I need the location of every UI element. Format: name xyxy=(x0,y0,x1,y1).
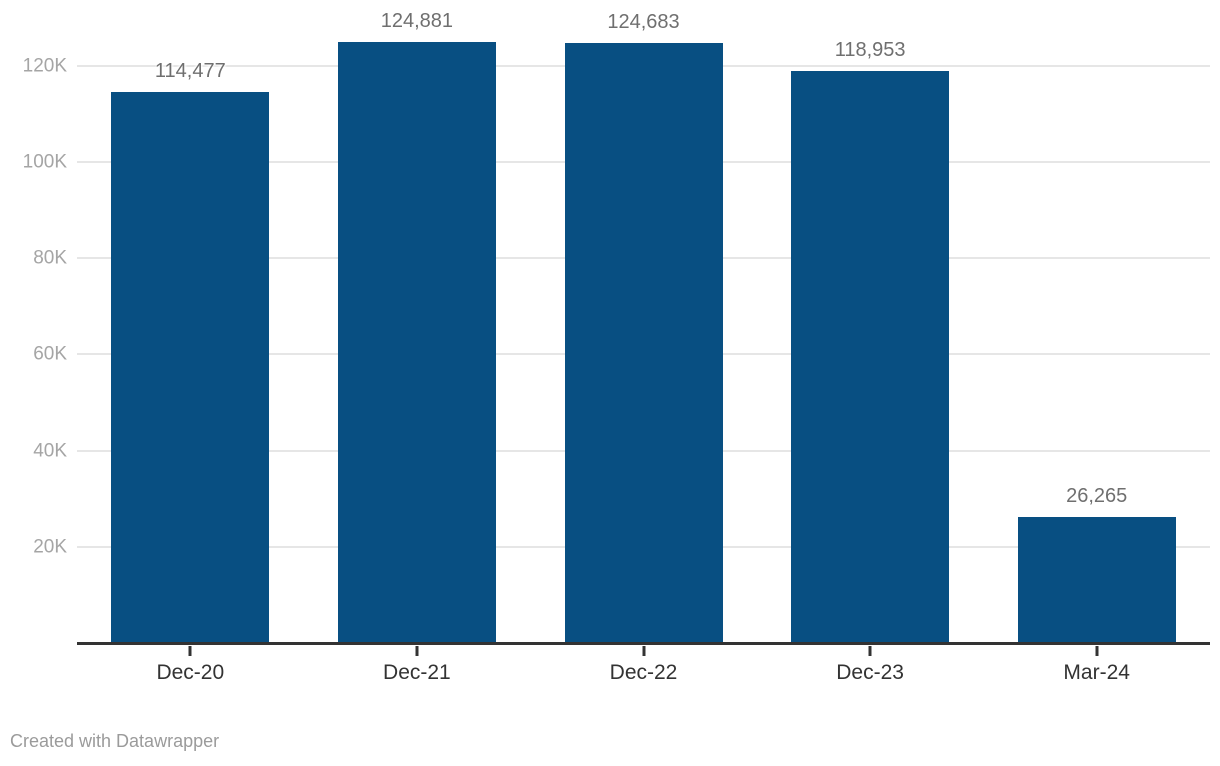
bar-value-label: 26,265 xyxy=(1066,484,1128,507)
x-axis-tick xyxy=(868,646,872,656)
bar-value-label: 114,477 xyxy=(154,60,226,83)
x-axis-tick xyxy=(188,646,192,656)
y-axis-tick-label: 40K xyxy=(33,440,67,462)
x-axis-label-Dec-23: Dec-23 xyxy=(836,661,904,684)
bar-value-label: 124,683 xyxy=(607,11,680,34)
x-axis-tick xyxy=(415,646,419,656)
datawrapper-attribution: Created with Datawrapper xyxy=(10,731,220,751)
bar-value-label: 118,953 xyxy=(834,38,906,61)
y-axis-tick-label: 80K xyxy=(33,247,67,269)
bar-value-label: 124,881 xyxy=(380,10,454,33)
bar-Dec-20[interactable] xyxy=(111,92,270,643)
x-axis-label-Dec-20: Dec-20 xyxy=(156,661,225,684)
x-axis-label-Dec-21: Dec-21 xyxy=(383,661,451,684)
x-axis-label-Dec-22: Dec-22 xyxy=(609,661,678,684)
bar-Dec-22[interactable] xyxy=(564,43,723,643)
bar-Mar-24[interactable] xyxy=(1017,516,1176,643)
x-axis-tick xyxy=(642,646,645,656)
y-axis-tick-label: 120K xyxy=(22,55,67,77)
x-axis-tick xyxy=(1095,646,1099,656)
y-axis-tick-label: 100K xyxy=(22,151,67,173)
bar-Dec-23[interactable] xyxy=(791,70,950,643)
x-axis-baseline xyxy=(77,642,1210,645)
y-axis-tick-label: 20K xyxy=(33,536,67,558)
bar-Dec-21[interactable] xyxy=(337,42,496,643)
y-axis-tick-label: 60K xyxy=(33,343,67,365)
x-axis-label-Mar-24: Mar-24 xyxy=(1063,661,1130,684)
